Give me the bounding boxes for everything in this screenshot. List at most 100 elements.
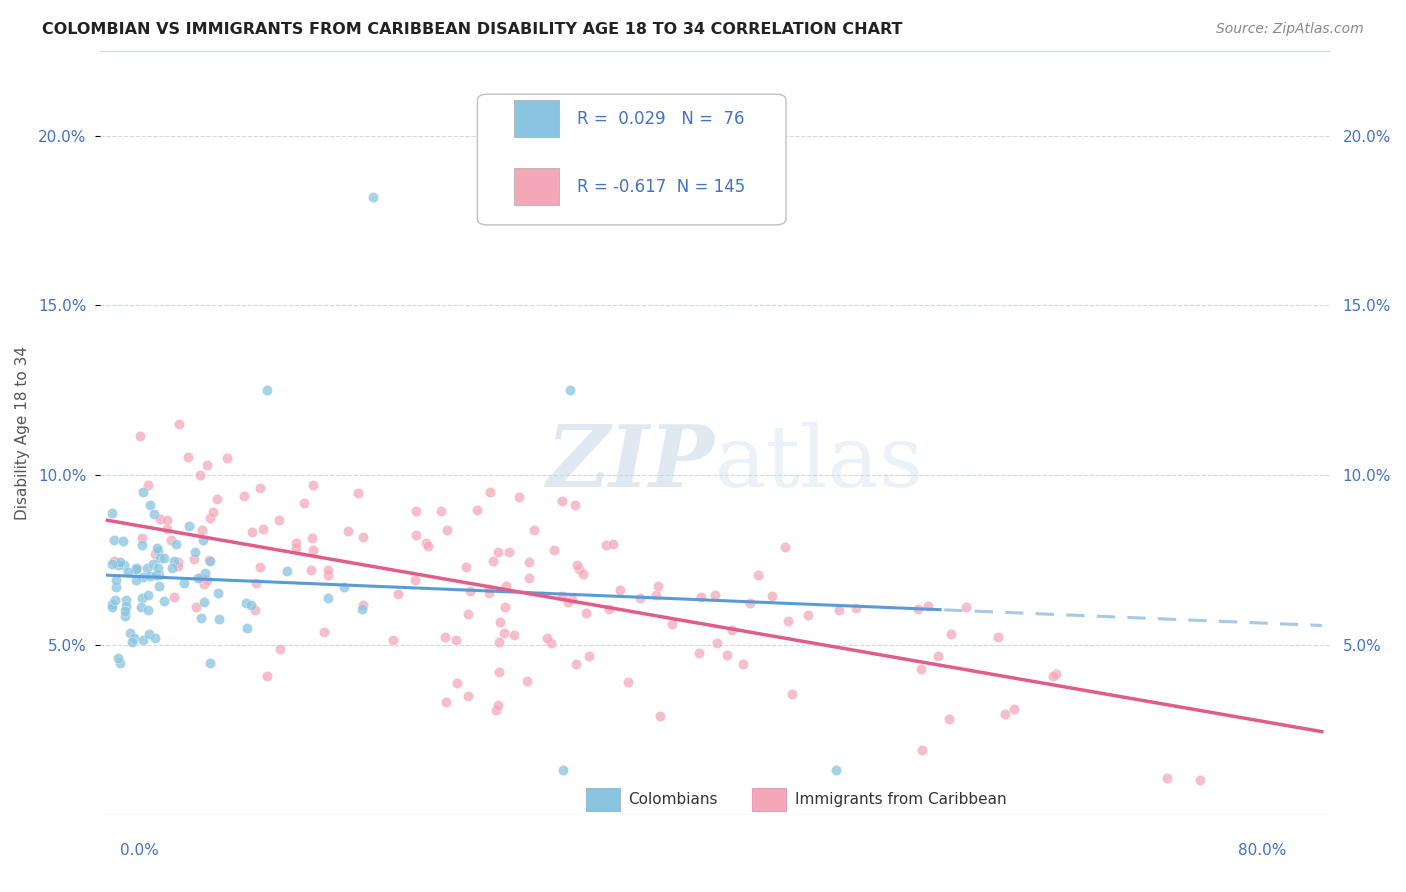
Point bbox=[131, 538, 153, 552]
Point bbox=[190, 571, 212, 585]
Point bbox=[578, 649, 600, 664]
Point bbox=[434, 695, 457, 709]
Point bbox=[488, 665, 510, 679]
Point bbox=[205, 492, 228, 507]
Point bbox=[508, 490, 530, 504]
FancyBboxPatch shape bbox=[478, 95, 786, 225]
Point bbox=[148, 568, 170, 582]
Point bbox=[498, 545, 520, 559]
Point bbox=[845, 600, 868, 615]
Text: R =  0.029   N =  76: R = 0.029 N = 76 bbox=[576, 110, 744, 128]
Point bbox=[516, 673, 538, 688]
Point bbox=[416, 539, 439, 553]
Point bbox=[201, 505, 224, 519]
Point bbox=[346, 485, 368, 500]
Point bbox=[198, 554, 221, 568]
Point bbox=[602, 537, 624, 551]
Point bbox=[1002, 702, 1025, 716]
Point bbox=[1189, 772, 1212, 787]
Point bbox=[316, 563, 339, 577]
Point bbox=[131, 633, 153, 648]
Point bbox=[454, 560, 477, 574]
Point bbox=[907, 602, 929, 616]
Point bbox=[285, 541, 308, 555]
Point bbox=[136, 477, 159, 491]
Point bbox=[299, 563, 322, 577]
Point bbox=[187, 571, 209, 585]
Point bbox=[828, 603, 851, 617]
Point bbox=[415, 536, 437, 550]
Point bbox=[193, 595, 215, 609]
Point bbox=[939, 627, 962, 641]
Point bbox=[540, 636, 562, 650]
Point bbox=[486, 698, 509, 712]
Point bbox=[101, 557, 124, 571]
Point bbox=[617, 674, 640, 689]
Point bbox=[551, 764, 574, 778]
Point bbox=[436, 523, 458, 537]
Point bbox=[167, 555, 190, 569]
Point bbox=[167, 417, 190, 431]
Point bbox=[249, 559, 271, 574]
Point bbox=[183, 545, 205, 559]
Point bbox=[457, 690, 479, 704]
Point bbox=[387, 587, 409, 601]
Point bbox=[565, 558, 588, 572]
Point bbox=[911, 743, 934, 757]
Point bbox=[124, 562, 146, 576]
Point bbox=[595, 538, 617, 552]
Point bbox=[285, 536, 308, 550]
Point bbox=[316, 591, 339, 606]
Point bbox=[994, 706, 1017, 721]
Point bbox=[117, 565, 139, 579]
Text: atlas: atlas bbox=[714, 422, 924, 505]
Text: COLOMBIAN VS IMMIGRANTS FROM CARIBBEAN DISABILITY AGE 18 TO 34 CORRELATION CHART: COLOMBIAN VS IMMIGRANTS FROM CARIBBEAN D… bbox=[42, 22, 903, 37]
Point bbox=[256, 383, 278, 397]
Point bbox=[647, 579, 669, 593]
Point bbox=[125, 561, 148, 575]
Point bbox=[492, 626, 515, 640]
Point bbox=[405, 504, 427, 518]
Point bbox=[1042, 669, 1064, 683]
Point bbox=[312, 625, 335, 640]
Point bbox=[107, 558, 129, 572]
Point bbox=[917, 599, 939, 613]
Point bbox=[149, 512, 172, 526]
Point bbox=[561, 592, 583, 607]
Point bbox=[145, 568, 167, 582]
Point bbox=[243, 603, 266, 617]
Point bbox=[136, 561, 159, 575]
Point bbox=[292, 496, 315, 510]
Point bbox=[138, 627, 160, 641]
Point bbox=[122, 631, 145, 645]
Point bbox=[167, 558, 190, 573]
Point bbox=[128, 428, 150, 442]
Point bbox=[720, 623, 742, 637]
Point bbox=[207, 612, 229, 626]
Point bbox=[661, 617, 683, 632]
Point bbox=[104, 580, 127, 594]
Point bbox=[156, 522, 179, 536]
Point bbox=[101, 597, 124, 611]
Point bbox=[239, 598, 262, 612]
Point bbox=[478, 582, 501, 597]
Point bbox=[352, 598, 374, 612]
Point bbox=[240, 524, 263, 539]
Point bbox=[200, 657, 222, 671]
Point bbox=[444, 632, 467, 647]
Text: 80.0%: 80.0% bbox=[1239, 843, 1286, 858]
Point bbox=[177, 518, 200, 533]
Point bbox=[152, 594, 174, 608]
Point bbox=[955, 600, 977, 615]
Point bbox=[194, 566, 217, 580]
Point bbox=[112, 558, 135, 572]
Point bbox=[434, 630, 457, 644]
Point bbox=[495, 579, 517, 593]
Point bbox=[557, 595, 579, 609]
Point bbox=[825, 764, 848, 778]
Point bbox=[551, 494, 574, 508]
Point bbox=[761, 589, 783, 603]
Point bbox=[163, 591, 186, 605]
Point bbox=[136, 603, 159, 617]
Point bbox=[103, 554, 125, 568]
